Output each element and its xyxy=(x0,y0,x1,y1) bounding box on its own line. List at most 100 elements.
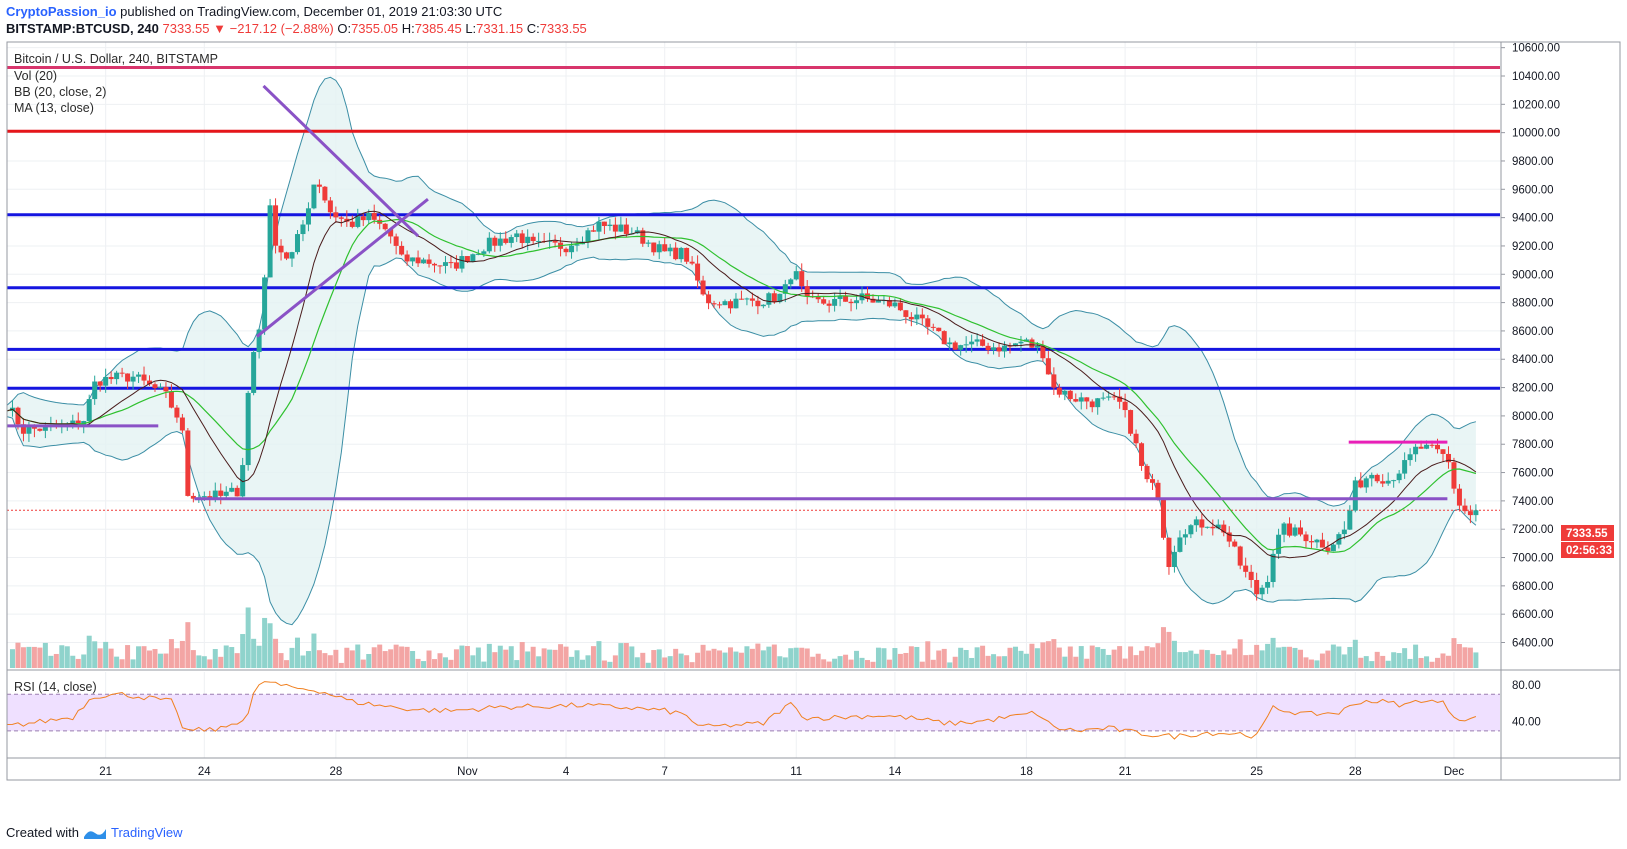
volume-bar xyxy=(722,652,728,668)
volume-bar xyxy=(1391,652,1397,668)
volume-bar xyxy=(1193,653,1199,668)
volume-bar xyxy=(59,645,65,668)
volume-bar xyxy=(152,648,158,668)
volume-bar xyxy=(755,643,761,668)
price-tick-label: 7400.00 xyxy=(1512,496,1554,508)
countdown-tag: 02:56:33 xyxy=(1566,545,1612,557)
vol-legend[interactable]: Vol (20) xyxy=(14,69,58,83)
open-value: 7355.05 xyxy=(351,21,399,36)
candle-body xyxy=(925,318,931,327)
candle-body xyxy=(788,279,794,285)
time-tick-label: Nov xyxy=(457,766,478,778)
volume-bar xyxy=(996,656,1002,668)
candle-body xyxy=(914,314,920,320)
candle-body xyxy=(497,238,503,246)
candle-body xyxy=(771,293,777,303)
volume-bar xyxy=(1204,650,1210,668)
volume-bar xyxy=(130,659,136,668)
candle-body xyxy=(958,345,964,350)
volume-bar xyxy=(1062,656,1068,668)
candle-body xyxy=(1402,460,1408,474)
publish-header: CryptoPassion_io published on TradingVie… xyxy=(6,4,502,20)
volume-bar xyxy=(1330,644,1336,668)
candle-body xyxy=(590,230,596,232)
time-axis: 21 24 28 Nov 4 7 11 14 18 21 25 28 Dec xyxy=(99,766,1464,778)
volume-bar xyxy=(196,655,202,668)
volume-bar xyxy=(678,653,684,668)
volume-bar xyxy=(234,653,240,668)
candle-body xyxy=(448,262,454,264)
ma-legend[interactable]: MA (13, close) xyxy=(14,101,94,115)
volume-bar xyxy=(1270,637,1276,668)
volume-bar xyxy=(832,658,838,668)
candle-body xyxy=(722,301,728,306)
rsi-legend[interactable]: RSI (14, close) xyxy=(14,680,97,694)
bb-basis-line xyxy=(6,218,1477,553)
trend-segment xyxy=(262,84,420,238)
candle-body xyxy=(782,284,788,294)
candle-body xyxy=(1111,396,1117,398)
volume-bar xyxy=(1407,658,1413,668)
volume-bar xyxy=(1166,631,1172,668)
candle-body xyxy=(245,392,251,466)
candle-body xyxy=(837,296,843,299)
volume-bar xyxy=(799,647,805,668)
candle-body xyxy=(410,257,416,262)
volume-bar xyxy=(941,648,947,668)
volume-bar xyxy=(958,647,964,668)
candle-body xyxy=(366,212,372,221)
tradingview-link[interactable]: TradingView xyxy=(110,825,183,840)
candle-body xyxy=(1385,480,1391,484)
trend-segment xyxy=(255,198,429,338)
candle-body xyxy=(1160,499,1166,538)
candle-body xyxy=(453,262,459,269)
volume-bar xyxy=(547,649,553,668)
volume-bar xyxy=(826,661,832,668)
volume-bar xyxy=(974,647,980,668)
symbol-label[interactable]: BITSTAMP:BTCUSD, 240 xyxy=(6,21,159,36)
volume-bar xyxy=(865,660,871,668)
volume-bar xyxy=(848,659,854,668)
volume-bar xyxy=(618,643,624,668)
volume-bar xyxy=(1363,656,1369,668)
volume-bar xyxy=(1067,646,1073,668)
rsi-tick-label: 80.00 xyxy=(1512,680,1541,692)
volume-bar xyxy=(75,658,81,668)
volume-bar xyxy=(777,656,783,668)
volume-bar xyxy=(1413,644,1419,668)
volume-bar xyxy=(738,652,744,668)
volume-bar xyxy=(114,656,120,668)
candle-body xyxy=(1287,523,1293,536)
chart-title[interactable]: Bitcoin / U.S. Dollar, 240, BITSTAMP xyxy=(14,52,219,66)
volume-bar xyxy=(81,654,87,668)
volume-bar xyxy=(1440,653,1446,668)
volume-bar xyxy=(711,648,717,668)
volume-bar xyxy=(240,634,246,668)
price-tick-label: 10000.00 xyxy=(1512,128,1560,140)
volume-bar xyxy=(300,655,306,668)
candle-body xyxy=(892,302,898,307)
candle-body xyxy=(1139,443,1145,466)
price-tick-label: 8000.00 xyxy=(1512,411,1554,423)
bb-legend[interactable]: BB (20, close, 2) xyxy=(14,85,107,99)
author-link[interactable]: CryptoPassion_io xyxy=(6,4,117,19)
candle-body xyxy=(20,424,26,434)
candle-body xyxy=(919,314,925,319)
volume-bar xyxy=(623,643,629,668)
volume-bar xyxy=(859,657,865,668)
volume-bar xyxy=(421,661,427,668)
volume-bar xyxy=(262,617,268,668)
candle-body xyxy=(185,430,191,496)
candle-body xyxy=(662,244,668,252)
candle-body xyxy=(1330,544,1336,552)
volume-bar xyxy=(377,644,383,668)
volume-bar xyxy=(1418,657,1424,668)
volume-bar xyxy=(821,659,827,668)
candle-body xyxy=(1232,541,1238,547)
candle-body xyxy=(1352,480,1358,511)
price-tick-label: 9200.00 xyxy=(1512,241,1554,253)
candle-body xyxy=(1062,390,1068,395)
candle-body xyxy=(207,496,213,499)
volume-bar xyxy=(1100,648,1106,668)
